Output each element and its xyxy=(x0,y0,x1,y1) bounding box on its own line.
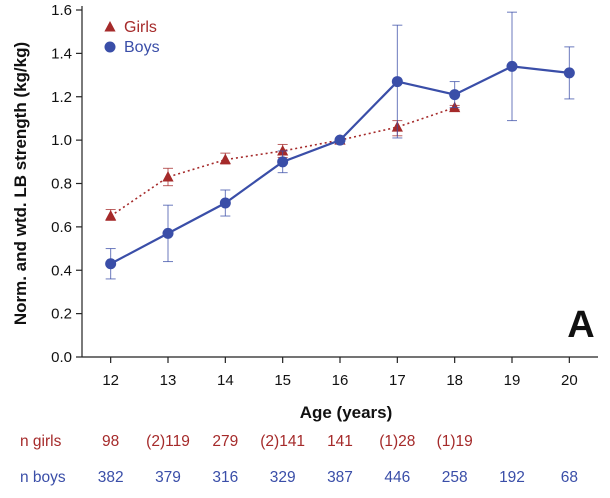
x-tick-label: 19 xyxy=(504,372,521,389)
boys-data-point xyxy=(334,134,346,146)
girls-data-point xyxy=(162,170,174,182)
x-tick-label: 16 xyxy=(332,372,349,389)
boys-data-point xyxy=(563,67,575,79)
boys-data-point xyxy=(449,89,461,101)
boys-data-point xyxy=(391,76,403,88)
n-girls-count: (1)28 xyxy=(379,433,415,450)
boys-series-line xyxy=(110,65,570,265)
n-boys-count: 258 xyxy=(442,469,468,486)
n-boys-count: 446 xyxy=(384,469,410,486)
n-boys-label: n boys xyxy=(20,469,66,486)
boys-data-point xyxy=(506,60,518,72)
girls-legend-marker xyxy=(104,21,116,32)
y-tick-label: 0.6 xyxy=(51,219,72,236)
boys-data-point xyxy=(162,227,174,239)
n-boys-count: 192 xyxy=(499,469,525,486)
girls-data-point xyxy=(105,210,117,221)
n-girls-count: 98 xyxy=(102,433,119,450)
girls-data-point xyxy=(219,153,231,165)
y-tick-label: 1.6 xyxy=(51,2,72,19)
x-tick-label: 14 xyxy=(217,372,234,389)
y-tick-label: 1.4 xyxy=(51,45,72,62)
x-tick-label: 17 xyxy=(389,372,406,389)
y-tick-label: 0.0 xyxy=(51,349,72,366)
y-axis-title: Norm. and wtd. LB strength (kg/kg) xyxy=(11,42,30,325)
n-boys-count: 379 xyxy=(155,469,181,486)
x-tick-label: 12 xyxy=(102,372,119,389)
x-tick-label: 20 xyxy=(561,372,578,389)
n-boys-count: 316 xyxy=(212,469,238,486)
x-axis-title: Age (years) xyxy=(300,403,393,422)
girls-legend-label: Girls xyxy=(124,19,157,36)
y-tick-label: 1.2 xyxy=(51,89,72,106)
panel-label: A xyxy=(567,304,594,346)
boys-legend-marker xyxy=(104,41,116,53)
x-tick-label: 13 xyxy=(160,372,177,389)
y-tick-label: 0.4 xyxy=(51,262,72,279)
n-girls-count: 279 xyxy=(212,433,238,450)
girls-data-point xyxy=(277,144,289,156)
y-tick-label: 0.2 xyxy=(51,306,72,323)
n-girls-count: (1)19 xyxy=(437,433,473,450)
n-girls-count: 141 xyxy=(327,433,353,450)
n-girls-count: (2)119 xyxy=(146,433,190,450)
boys-legend-label: Boys xyxy=(124,39,160,56)
n-boys-count: 387 xyxy=(327,469,353,486)
y-tick-label: 0.8 xyxy=(51,176,72,193)
n-girls-count: (2)141 xyxy=(260,433,305,450)
boys-data-point xyxy=(105,258,117,270)
x-tick-label: 18 xyxy=(446,372,463,389)
y-tick-label: 1.0 xyxy=(51,132,72,149)
n-girls-label: n girls xyxy=(20,433,62,450)
n-boys-count: 329 xyxy=(270,469,296,486)
boys-data-point xyxy=(219,197,231,209)
x-tick-label: 15 xyxy=(274,372,291,389)
n-boys-count: 68 xyxy=(561,469,578,486)
boys-data-point xyxy=(277,156,289,168)
n-boys-count: 382 xyxy=(98,469,124,486)
